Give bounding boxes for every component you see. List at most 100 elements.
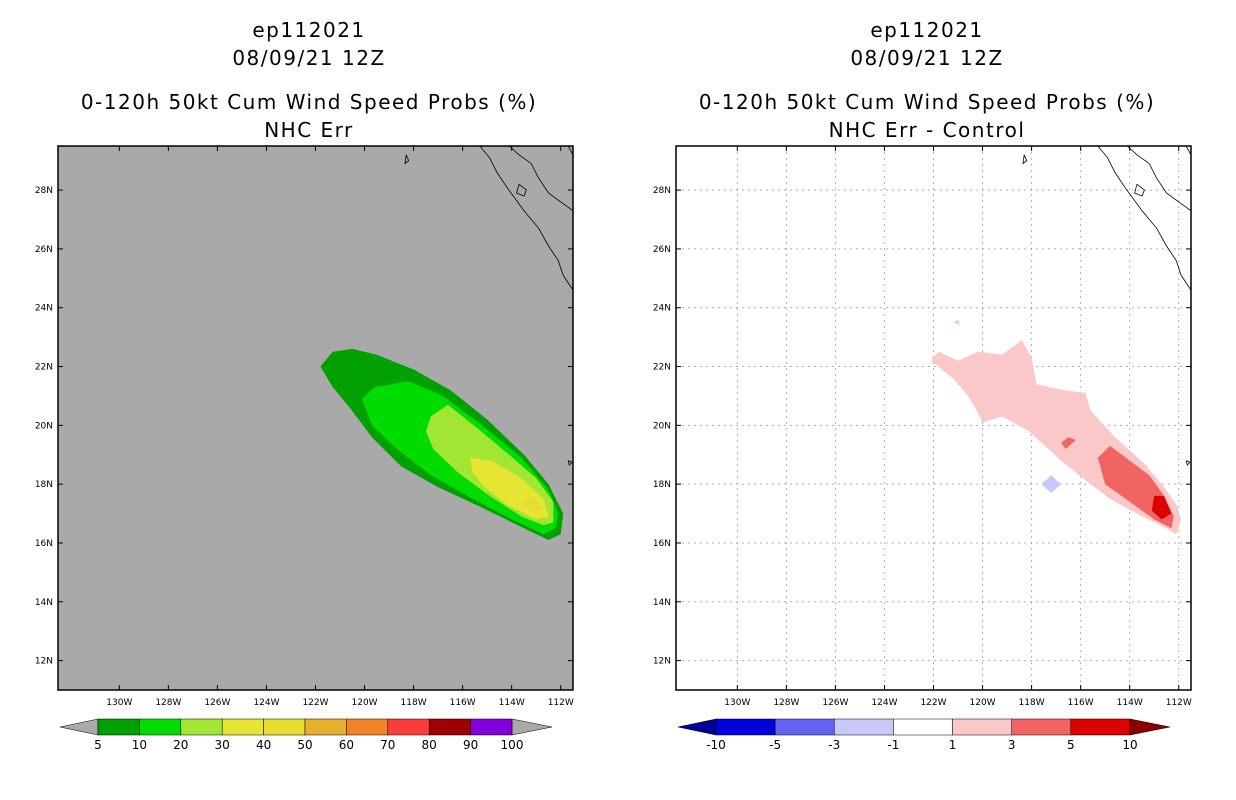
x-tick-label: 118W <box>401 698 427 708</box>
colorbar-label: 10 <box>132 738 147 752</box>
coastline <box>1185 460 1191 466</box>
colorbar-label: -1 <box>887 738 899 752</box>
colorbar-label: 70 <box>380 738 395 752</box>
x-tick-label: 114W <box>499 698 525 708</box>
coastline <box>404 154 410 165</box>
x-tick-label: 116W <box>1068 698 1094 708</box>
y-tick-label: 28N <box>653 186 671 196</box>
right-panel: ep112021 08/09/21 12Z 0-120h 50kt Cum Wi… <box>618 0 1236 800</box>
contour-region-1-3 <box>953 319 961 326</box>
date-time: 08/09/21 12Z <box>232 46 386 70</box>
y-tick-label: 14N <box>653 598 671 608</box>
date-time: 08/09/21 12Z <box>850 46 1004 70</box>
y-tick-label: 14N <box>35 598 53 608</box>
colorbar-label: -5 <box>769 738 781 752</box>
contour-region-40-50 <box>521 495 544 514</box>
chart-title: 0-120h 50kt Cum Wind Speed Probs (%) <box>698 90 1156 114</box>
coastline <box>479 145 574 291</box>
x-tick-label: 124W <box>253 698 279 708</box>
contour-region-5-10 <box>1151 495 1172 520</box>
y-tick-label: 26N <box>35 245 53 255</box>
coastline <box>567 145 574 155</box>
colorbar-segment <box>1070 718 1131 736</box>
colorbar-extend-high <box>1129 718 1171 736</box>
colorbar-label: -10 <box>706 738 726 752</box>
colorbar-label: 30 <box>215 738 230 752</box>
colorbar-label: 20 <box>173 738 188 752</box>
colorbar-segment <box>263 718 306 736</box>
colorbar-extend-high <box>511 718 553 736</box>
colorbar-segment <box>139 718 182 736</box>
coastline <box>1097 145 1192 291</box>
colorbar-segment <box>470 718 513 736</box>
x-tick-label: 128W <box>773 698 799 708</box>
colorbar-label: 100 <box>501 738 524 752</box>
colorbar-segment <box>221 718 264 736</box>
y-tick-label: 18N <box>653 480 671 490</box>
y-tick-label: 16N <box>35 539 53 549</box>
chart-subtitle: NHC Err <box>264 118 354 142</box>
x-tick-label: 130W <box>106 698 132 708</box>
y-tick-label: 20N <box>653 421 671 431</box>
wind-prob-map: 130W 128W 126W 124W 122W 120W 118W 116W 114W 112W… <box>35 145 574 752</box>
storm-id: ep112021 <box>870 18 984 42</box>
x-tick-label: 126W <box>204 698 230 708</box>
plot-area <box>58 146 573 690</box>
coastline <box>508 145 574 212</box>
colorbar-segment <box>428 718 471 736</box>
coastline <box>516 183 527 197</box>
x-tick-label: 120W <box>352 698 378 708</box>
colorbar-label: 50 <box>297 738 312 752</box>
x-tick-label: 112W <box>548 698 574 708</box>
colorbar-label: 5 <box>94 738 102 752</box>
colorbar-segment <box>180 718 223 736</box>
x-tick-label: 122W <box>920 698 946 708</box>
coastline <box>1185 145 1192 155</box>
y-tick-label: 26N <box>653 245 671 255</box>
y-tick-label: 18N <box>35 480 53 490</box>
y-tick-label: 24N <box>35 304 53 314</box>
colorbar-segment <box>774 718 835 736</box>
x-tick-label: 114W <box>1117 698 1143 708</box>
left-panel: ep112021 08/09/21 12Z 0-120h 50kt Cum Wi… <box>35 18 574 752</box>
colorbar-label: 80 <box>422 738 437 752</box>
colorbar-label: -3 <box>828 738 840 752</box>
x-tick-label: 116W <box>450 698 476 708</box>
colorbar-label: 90 <box>463 738 478 752</box>
colorbar-label: 1 <box>949 738 957 752</box>
colorbar-segment <box>346 718 389 736</box>
coastline <box>1134 183 1145 197</box>
colorbar-label: 40 <box>256 738 271 752</box>
coastline <box>1126 145 1192 212</box>
coastline <box>1022 154 1028 165</box>
x-tick-label: 128W <box>155 698 181 708</box>
y-tick-label: 12N <box>653 657 671 667</box>
colorbar-segment <box>834 718 894 736</box>
chart-subtitle: NHC Err - Control <box>828 118 1026 142</box>
colorbar-label: 5 <box>1067 738 1075 752</box>
y-tick-label: 28N <box>35 186 53 196</box>
colorbar-extend-low <box>677 718 717 736</box>
y-tick-label: 12N <box>35 657 53 667</box>
x-tick-label: 112W <box>1166 698 1192 708</box>
colorbar-segment <box>387 718 430 736</box>
contour-region-3-5 <box>1061 437 1076 449</box>
wind-prob-difference-map: 130W 128W 126W 124W 122W 120W 118W 116W 114W 112W… <box>653 145 1192 752</box>
x-tick-label: 118W <box>1019 698 1045 708</box>
colorbar-segment <box>715 718 776 736</box>
coastline <box>567 460 573 466</box>
y-tick-label: 22N <box>35 363 53 373</box>
y-tick-label: 22N <box>653 363 671 373</box>
x-tick-label: 122W <box>302 698 328 708</box>
y-tick-label: 24N <box>653 304 671 314</box>
colorbar-extend-low <box>59 718 99 736</box>
colorbar-segment <box>1011 718 1072 736</box>
y-tick-label: 16N <box>653 539 671 549</box>
chart-title: 0-120h 50kt Cum Wind Speed Probs (%) <box>80 90 538 114</box>
x-tick-label: 120W <box>970 698 996 708</box>
colorbar-segment <box>893 718 953 736</box>
colorbar-label: 60 <box>339 738 354 752</box>
storm-id: ep112021 <box>252 18 366 42</box>
x-tick-label: 126W <box>822 698 848 708</box>
colorbar-segment <box>304 718 347 736</box>
